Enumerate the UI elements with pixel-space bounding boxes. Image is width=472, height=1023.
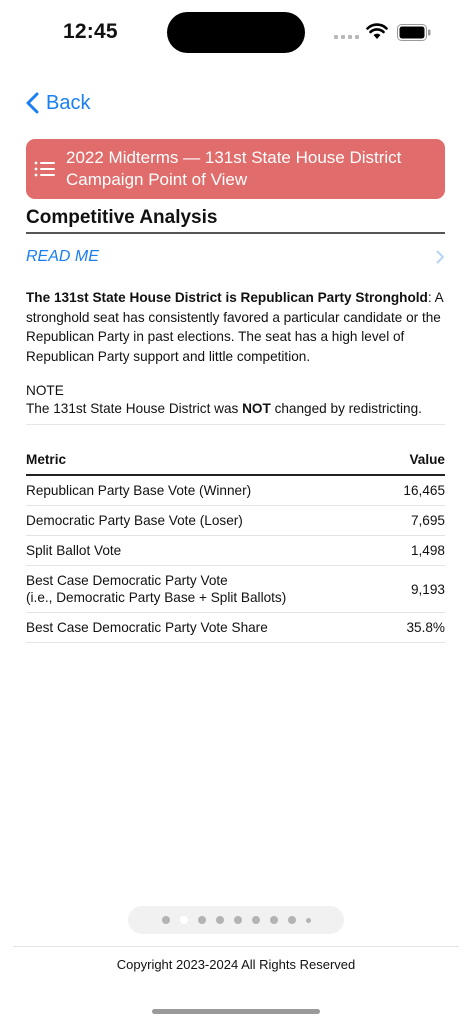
metric-cell: Split Ballot Vote xyxy=(26,543,122,558)
chevron-right-icon xyxy=(436,250,444,264)
district-description: The 131st State House District is Republ… xyxy=(26,288,445,366)
page-dot[interactable] xyxy=(215,916,224,924)
table-header: Metric Value xyxy=(26,444,445,476)
table-row: Best Case Democratic Party Vote (i.e., D… xyxy=(26,566,445,613)
banner-title: 2022 Midterms — 131st State House Distri… xyxy=(66,147,401,191)
page-dot[interactable] xyxy=(305,917,311,923)
banner-title-line2: Campaign Point of View xyxy=(66,170,248,189)
page-dot[interactable] xyxy=(161,916,170,924)
page-dot[interactable] xyxy=(287,916,296,924)
value-cell: 7,695 xyxy=(410,513,445,528)
home-indicator[interactable] xyxy=(152,1009,320,1014)
page-dot[interactable] xyxy=(197,916,206,924)
header-metric: Metric xyxy=(26,451,67,467)
table-row: Democratic Party Base Vote (Loser) 7,695 xyxy=(26,506,445,536)
metric-line1: Best Case Democratic Party Vote xyxy=(26,573,228,588)
note-text-after: changed by redistricting. xyxy=(270,401,422,416)
read-me-link[interactable]: READ ME xyxy=(26,244,445,270)
status-time: 12:45 xyxy=(63,20,118,43)
value-cell: 35.8% xyxy=(406,620,445,635)
wifi-icon xyxy=(366,23,388,39)
back-button[interactable]: Back xyxy=(25,88,90,118)
page-dot[interactable] xyxy=(269,916,278,924)
footer-divider xyxy=(13,946,459,947)
table-row: Republican Party Base Vote (Winner) 16,4… xyxy=(26,476,445,506)
cellular-signal-icon xyxy=(334,35,359,39)
note-title: NOTE xyxy=(26,383,64,398)
value-cell: 16,465 xyxy=(403,483,445,498)
metric-line2: (i.e., Democratic Party Base + Split Bal… xyxy=(26,590,287,605)
campaign-banner[interactable]: 2022 Midterms — 131st State House Distri… xyxy=(26,139,445,199)
chevron-left-icon xyxy=(26,92,39,114)
metric-cell: Best Case Democratic Party Vote Share xyxy=(26,620,268,635)
banner-title-line1: 2022 Midterms — 131st State House Distri… xyxy=(66,148,402,167)
section-heading: Competitive Analysis xyxy=(26,207,218,228)
metric-cell: Best Case Democratic Party Vote (i.e., D… xyxy=(26,572,286,606)
page-dot[interactable] xyxy=(179,916,188,924)
table-row: Split Ballot Vote 1,498 xyxy=(26,536,445,566)
status-bar: 12:45 xyxy=(0,0,472,62)
note-divider xyxy=(26,424,445,425)
note-text-bold: NOT xyxy=(242,401,271,416)
metric-cell: Republican Party Base Vote (Winner) xyxy=(26,483,252,498)
metrics-table: Metric Value Republican Party Base Vote … xyxy=(26,444,445,643)
note-text: The 131st State House District was NOT c… xyxy=(26,400,445,418)
note-text-before: The 131st State House District was xyxy=(26,401,243,416)
back-label: Back xyxy=(46,91,91,114)
heading-divider xyxy=(26,232,445,234)
metric-cell: Democratic Party Base Vote (Loser) xyxy=(26,513,243,528)
table-row: Best Case Democratic Party Vote Share 35… xyxy=(26,613,445,643)
battery-icon xyxy=(397,24,431,41)
page-dot[interactable] xyxy=(251,916,260,924)
description-body: : A stronghold seat has consistently fav… xyxy=(26,290,443,364)
redistricting-note: NOTE The 131st State House District was … xyxy=(26,382,445,418)
page-dot[interactable] xyxy=(233,916,242,924)
description-lead: The 131st State House District is Republ… xyxy=(26,290,428,305)
page-indicator[interactable] xyxy=(128,906,344,934)
dynamic-island xyxy=(167,12,305,53)
value-cell: 1,498 xyxy=(410,543,445,558)
value-cell: 9,193 xyxy=(410,581,445,597)
header-value: Value xyxy=(409,451,445,467)
read-me-label: READ ME xyxy=(26,248,99,265)
copyright-text: Copyright 2023-2024 All Rights Reserved xyxy=(116,957,356,972)
list-icon[interactable] xyxy=(34,160,56,178)
